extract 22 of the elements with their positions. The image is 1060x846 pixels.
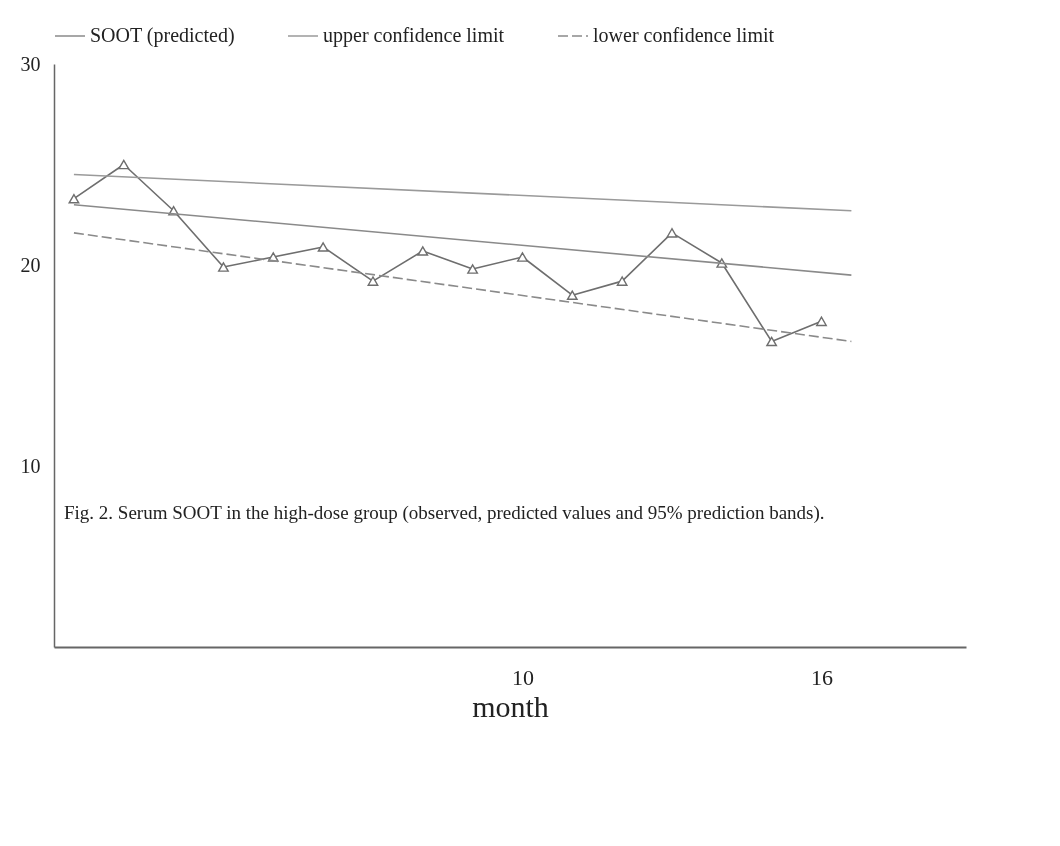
point (517, 252, 528, 262)
point (467, 264, 479, 274)
legend-label: upper confidence limit (323, 24, 505, 47)
point (218, 262, 229, 272)
point (566, 290, 578, 300)
y-tick-label: 30 (20, 52, 41, 75)
point (766, 336, 778, 347)
point (616, 276, 628, 286)
point (118, 159, 130, 170)
y-tick-label: 20 (20, 253, 41, 276)
annotation: Fig. 2. Serum SOOT in the high-dose group (observed, predicted values and 95% prediction bands). (64, 502, 825, 524)
y-tick-label: 10 (20, 454, 41, 477)
legend-label: SOOT (predicted) (90, 24, 235, 47)
x-tick-label: 16 (810, 664, 833, 690)
point (816, 316, 827, 327)
x-axis-title: month (472, 689, 549, 723)
point (317, 242, 329, 252)
point (367, 276, 379, 286)
point (417, 246, 429, 256)
point (666, 228, 678, 238)
legend-label: lower confidence limit (593, 24, 775, 46)
point (68, 193, 80, 204)
